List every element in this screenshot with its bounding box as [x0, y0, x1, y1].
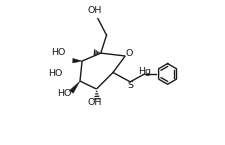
Text: HO: HO: [47, 69, 62, 78]
Text: OH: OH: [87, 98, 101, 107]
Text: HO: HO: [57, 89, 71, 98]
Text: S: S: [127, 81, 133, 90]
Text: O: O: [125, 49, 133, 58]
Text: HO: HO: [51, 48, 65, 57]
Polygon shape: [72, 58, 82, 63]
Polygon shape: [69, 81, 80, 93]
Text: OH: OH: [87, 6, 101, 15]
Text: Hg: Hg: [137, 67, 150, 76]
